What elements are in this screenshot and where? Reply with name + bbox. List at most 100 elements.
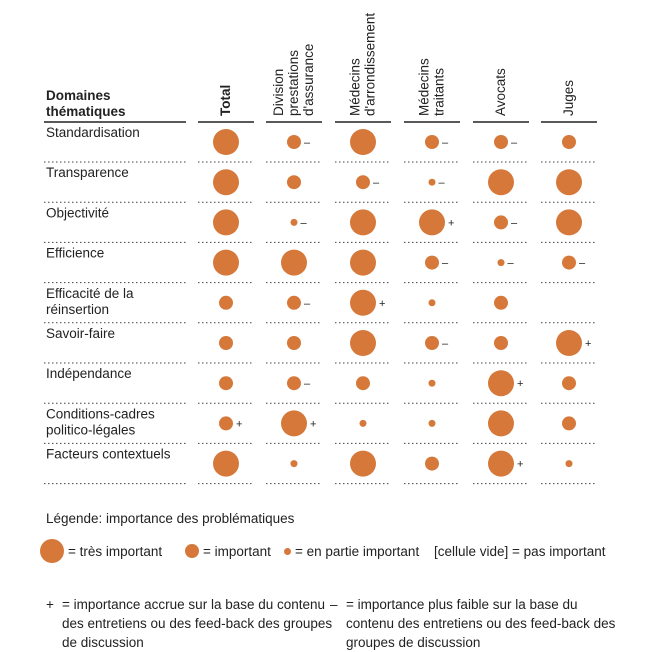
row-label: Efficacité de la bbox=[46, 286, 134, 301]
row-header-line: thématiques bbox=[46, 104, 126, 119]
bubble bbox=[356, 376, 370, 391]
bubble bbox=[565, 460, 573, 468]
legend-not-important-label: [cellule vide] = pas important bbox=[434, 543, 606, 559]
bubble bbox=[494, 336, 508, 350]
modifier-mark: – bbox=[304, 298, 311, 310]
bubble bbox=[428, 299, 436, 307]
bubble bbox=[494, 215, 508, 230]
legend-title: Légende: importance des problématiques bbox=[46, 511, 295, 526]
column-header-label: Avocats bbox=[493, 68, 508, 116]
bubble bbox=[219, 336, 233, 350]
modifier-mark: – bbox=[579, 258, 586, 270]
modifier-mark: – bbox=[511, 217, 518, 229]
row-label: Objectivité bbox=[46, 205, 109, 220]
row-label: Indépendance bbox=[46, 366, 132, 381]
bubble bbox=[428, 419, 436, 427]
legend-partly-important-label: = en partie important bbox=[295, 543, 420, 559]
modifier-mark: – bbox=[508, 258, 515, 270]
bubble bbox=[287, 175, 301, 190]
bubble bbox=[213, 129, 239, 155]
bubble bbox=[287, 295, 301, 310]
bubble bbox=[428, 379, 436, 387]
modifier-mark: – bbox=[373, 177, 380, 189]
bubble bbox=[213, 450, 239, 477]
bubble-medium-icon bbox=[185, 544, 199, 558]
bubble bbox=[213, 249, 239, 276]
row-label: Transparence bbox=[46, 165, 129, 180]
note-plus-text: = importance accrue sur la base du conte… bbox=[62, 597, 333, 650]
bubble bbox=[356, 175, 370, 190]
legend-important: = important bbox=[185, 537, 271, 565]
row-label: Standardisation bbox=[46, 125, 140, 140]
minus-symbol: – bbox=[330, 597, 338, 612]
column-header-label: traitants bbox=[432, 68, 447, 116]
modifier-mark: – bbox=[301, 217, 308, 229]
bubble bbox=[497, 259, 505, 267]
bubble bbox=[425, 255, 439, 270]
column-header-label: Total bbox=[218, 85, 233, 116]
row-label: réinsertion bbox=[46, 302, 109, 317]
bubble bbox=[287, 135, 301, 149]
bubble bbox=[281, 249, 307, 276]
bubble bbox=[425, 336, 439, 350]
row-header-line: Domaines bbox=[46, 88, 111, 103]
bubble bbox=[562, 135, 576, 149]
bubble bbox=[350, 209, 376, 236]
modifier-mark: – bbox=[442, 137, 449, 149]
bubble bbox=[287, 336, 301, 350]
modifier-mark: + bbox=[585, 338, 591, 350]
modifier-mark: – bbox=[442, 338, 449, 350]
legend-very-important: = très important bbox=[40, 537, 162, 565]
column-header-label: Juges bbox=[561, 80, 576, 116]
bubble bbox=[556, 209, 582, 236]
bubble bbox=[350, 330, 376, 356]
bubble bbox=[219, 295, 233, 310]
bubble bbox=[281, 410, 307, 437]
legend-important-label: = important bbox=[203, 543, 271, 559]
bubble bbox=[290, 460, 298, 468]
bubble bbox=[488, 370, 514, 397]
bubble bbox=[562, 255, 576, 270]
bubble bbox=[290, 218, 298, 226]
row-label: Facteurs contextuels bbox=[46, 447, 171, 462]
bubble bbox=[419, 209, 445, 236]
bubble-large-icon bbox=[40, 539, 64, 563]
modifier-mark: + bbox=[236, 418, 242, 430]
modifier-mark: + bbox=[379, 298, 385, 310]
bubble bbox=[556, 330, 582, 356]
legend-very-important-label: = très important bbox=[68, 543, 163, 559]
bubble bbox=[213, 209, 239, 236]
row-label: politico-légales bbox=[46, 422, 136, 437]
bubble bbox=[425, 456, 439, 471]
bubble bbox=[219, 416, 233, 431]
modifier-mark: + bbox=[310, 418, 316, 430]
bubble bbox=[494, 295, 508, 310]
bubble bbox=[287, 376, 301, 391]
column-header-label: Division bbox=[271, 69, 286, 116]
bubble bbox=[488, 450, 514, 477]
modifier-mark: – bbox=[304, 378, 311, 390]
note-minus-text: = importance plus faible sur la base du … bbox=[346, 597, 616, 650]
plus-symbol: + bbox=[46, 597, 54, 612]
modifier-mark: – bbox=[511, 137, 518, 149]
legend: = très important = important = en partie… bbox=[40, 537, 640, 565]
note-minus: – = importance plus faible sur la base d… bbox=[330, 595, 620, 652]
note-plus: + = importance accrue sur la base du con… bbox=[46, 595, 336, 652]
column-header-label: prestations bbox=[286, 50, 301, 116]
bubble bbox=[488, 410, 514, 437]
bubble bbox=[562, 376, 576, 391]
column-header-label: d'arrondissement bbox=[363, 13, 378, 116]
legend-partly-important: = en partie important bbox=[284, 537, 419, 565]
modifier-mark: + bbox=[517, 459, 523, 471]
modifier-mark: – bbox=[439, 177, 446, 189]
bubble bbox=[350, 129, 376, 155]
bubble bbox=[350, 289, 376, 316]
bubble bbox=[350, 450, 376, 477]
bubble bbox=[562, 416, 576, 431]
bubble bbox=[219, 376, 233, 391]
modifier-mark: – bbox=[304, 137, 311, 149]
bubble bbox=[425, 135, 439, 149]
column-header-label: Médecins bbox=[348, 58, 363, 116]
modifier-mark: – bbox=[442, 258, 449, 270]
